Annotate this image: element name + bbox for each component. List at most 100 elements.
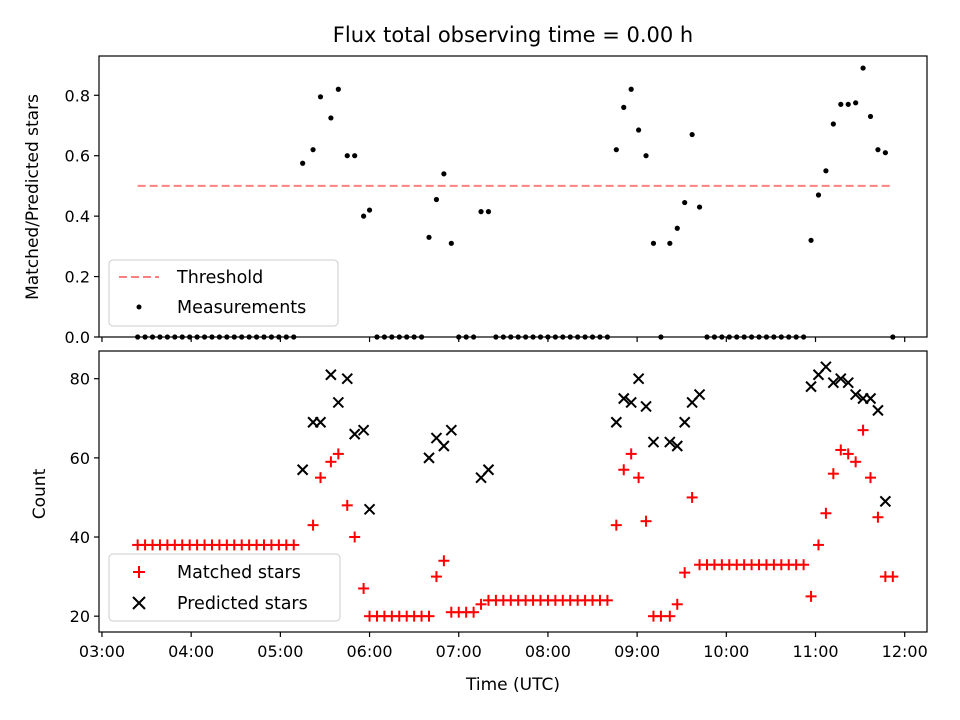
matched-star-point — [423, 610, 435, 622]
predicted-star-point — [482, 464, 495, 476]
matched-star-point — [332, 448, 344, 460]
predicted-star-point — [864, 392, 877, 405]
matched-legend-swatch — [133, 566, 145, 578]
matched-star-point — [601, 594, 613, 606]
matched-star-point — [438, 555, 450, 567]
bottom-y-ticks: 20 40 60 80 — [70, 370, 99, 626]
matched-star-point — [288, 539, 300, 551]
predicted-star-point — [618, 392, 630, 405]
matched-star-point — [857, 424, 869, 436]
measurement-point — [845, 101, 851, 107]
predicted-legend-swatch — [132, 596, 146, 610]
bottom-y-tick-label: 80 — [70, 370, 90, 389]
predicted-star-point — [296, 464, 309, 476]
predicted-star-point — [423, 452, 435, 464]
matched-star-point — [618, 464, 630, 476]
predicted-star-point — [341, 372, 353, 385]
measurement-point — [448, 240, 454, 246]
top-legend: Threshold Measurements — [108, 259, 339, 327]
measurement-point — [344, 153, 350, 159]
measurement-point — [426, 234, 432, 240]
top-panel: Flux total observing time = 0.00 h 0.00.… — [23, 23, 928, 347]
predicted-star-point — [348, 428, 361, 440]
predicted-star-point — [849, 388, 862, 401]
measurements-legend-swatch — [136, 304, 142, 310]
bottom-axes-frame — [98, 350, 928, 633]
matched-star-point — [475, 598, 487, 610]
x-tick-label: 10:00 — [703, 642, 749, 661]
bottom-legend: Matched stars Predicted stars — [108, 553, 341, 622]
top-y-axis-label: Matched/Predicted stars — [23, 94, 43, 300]
matched-star-point — [430, 571, 442, 583]
matched-star-point — [349, 531, 361, 543]
measurement-point — [441, 171, 447, 177]
measurement-point — [823, 168, 829, 174]
measurement-point — [875, 147, 881, 153]
top-y-tick-label: 0.8 — [65, 86, 90, 105]
measurement-point — [361, 213, 367, 219]
bottom-plot-area — [132, 361, 899, 622]
matched-star-point — [798, 559, 810, 571]
measurement-point — [433, 196, 440, 203]
predicted-star-point — [363, 503, 376, 516]
matched-star-point — [358, 582, 370, 594]
predicted-star-point — [872, 404, 884, 417]
top-y-ticks: 0.0 0.2 0.4 0.6 0.8 — [65, 86, 99, 347]
bottom-legend-box — [108, 553, 341, 622]
measurement-point — [328, 115, 334, 121]
measurement-point — [478, 209, 484, 215]
measurement-point — [815, 192, 822, 198]
matched-star-point — [842, 448, 854, 460]
measurement-point — [613, 147, 619, 153]
measurement-point — [621, 104, 627, 110]
top-y-tick-label: 0.6 — [65, 147, 90, 166]
measurement-point — [867, 113, 874, 120]
matched-star-point — [468, 606, 480, 618]
predicted-star-point — [678, 416, 691, 428]
measurement-point — [808, 237, 814, 243]
measurement-point — [674, 225, 680, 231]
measurement-point — [335, 86, 341, 92]
predicted-star-point — [879, 495, 892, 508]
measurement-point — [366, 207, 373, 213]
matched-star-point — [865, 472, 877, 484]
measurement-point — [650, 240, 657, 246]
matched-star-point — [679, 567, 691, 579]
measurement-point — [485, 209, 492, 215]
measurement-point — [696, 204, 703, 210]
measurement-point — [300, 160, 306, 166]
measurements-legend-label: Measurements — [177, 298, 306, 318]
predicted-star-point — [820, 361, 832, 373]
predicted-star-point — [805, 380, 817, 393]
predicted-star-point — [625, 396, 637, 409]
bottom-y-axis-label: Count — [30, 468, 50, 519]
predicted-star-point — [640, 400, 652, 413]
predicted-star-point — [671, 440, 683, 452]
measurement-point — [682, 199, 688, 206]
predicted-star-point — [647, 436, 660, 448]
predicted-star-point — [835, 372, 847, 385]
matched-star-point — [671, 598, 683, 610]
predicted-legend-label: Predicted stars — [177, 594, 308, 614]
x-tick-label: 05:00 — [257, 642, 303, 661]
matched-star-point — [640, 515, 652, 527]
matched-star-point — [812, 539, 824, 551]
matched-star-point — [625, 448, 637, 460]
top-y-tick-label: 0.0 — [65, 328, 90, 347]
measurement-point — [643, 153, 649, 159]
matched-star-point — [887, 571, 899, 583]
predicted-star-point — [664, 436, 676, 448]
top-y-tick-label: 0.4 — [65, 207, 90, 226]
predicted-star-point — [325, 369, 337, 381]
matched-star-point — [805, 590, 817, 602]
predicted-star-point — [438, 440, 450, 452]
measurement-point — [838, 101, 844, 107]
top-axes-frame — [98, 55, 928, 338]
measurement-point — [317, 94, 324, 100]
matched-star-point — [872, 511, 884, 523]
x-tick-label: 12:00 — [882, 642, 928, 661]
measurement-point — [860, 65, 866, 71]
matched-star-point — [341, 499, 353, 511]
predicted-star-point — [632, 372, 645, 385]
